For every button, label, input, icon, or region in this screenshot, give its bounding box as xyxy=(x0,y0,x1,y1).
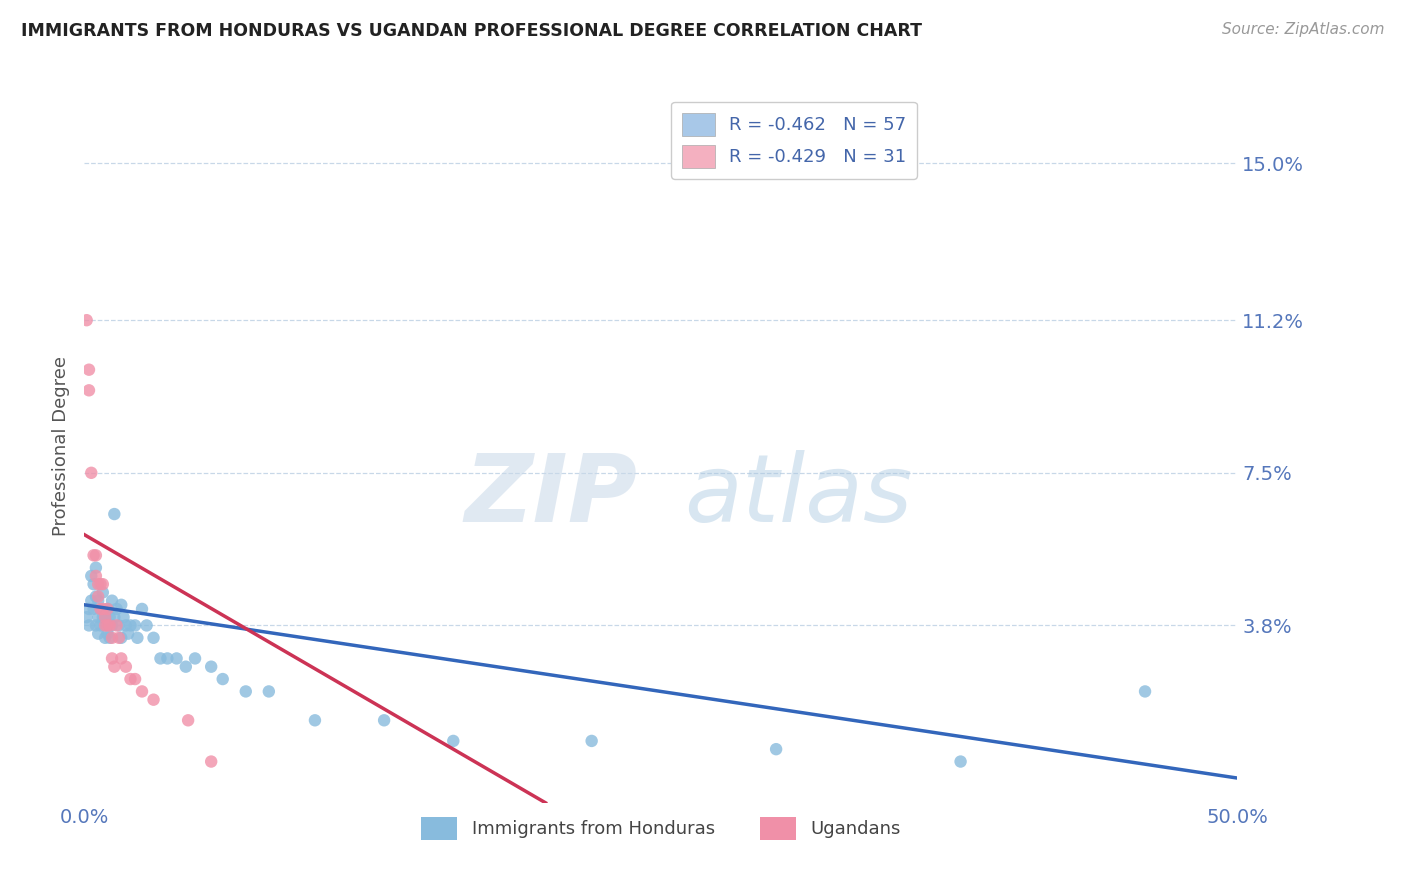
Point xyxy=(103,610,125,624)
Point xyxy=(98,618,121,632)
Text: ZIP: ZIP xyxy=(465,450,638,542)
Point xyxy=(441,734,464,748)
Text: Source: ZipAtlas.com: Source: ZipAtlas.com xyxy=(1222,22,1385,37)
Point xyxy=(101,593,124,607)
Point xyxy=(77,618,100,632)
Point xyxy=(91,602,114,616)
Point xyxy=(80,569,103,583)
Point xyxy=(84,590,107,604)
Point xyxy=(101,618,124,632)
Point xyxy=(142,692,165,706)
Point xyxy=(94,610,117,624)
Point xyxy=(96,602,118,616)
Point xyxy=(108,631,131,645)
Point xyxy=(89,577,111,591)
Point xyxy=(127,631,149,645)
Point xyxy=(96,602,118,616)
Point xyxy=(84,569,107,583)
Point xyxy=(135,618,157,632)
Point xyxy=(103,659,125,673)
Legend: Immigrants from Honduras, Ugandans: Immigrants from Honduras, Ugandans xyxy=(413,810,908,847)
Point xyxy=(304,714,326,728)
Point xyxy=(166,651,188,665)
Point xyxy=(91,585,114,599)
Point xyxy=(83,549,105,563)
Point xyxy=(120,672,142,686)
Point xyxy=(83,602,105,616)
Point xyxy=(581,734,603,748)
Point xyxy=(211,672,233,686)
Point xyxy=(949,755,972,769)
Point xyxy=(76,313,98,327)
Point xyxy=(105,602,128,616)
Point xyxy=(84,618,107,632)
Point xyxy=(115,659,138,673)
Point xyxy=(87,626,110,640)
Point xyxy=(110,631,132,645)
Point xyxy=(131,684,153,698)
Point xyxy=(101,651,124,665)
Point xyxy=(120,618,142,632)
Text: IMMIGRANTS FROM HONDURAS VS UGANDAN PROFESSIONAL DEGREE CORRELATION CHART: IMMIGRANTS FROM HONDURAS VS UGANDAN PROF… xyxy=(21,22,922,40)
Point xyxy=(108,618,131,632)
Point xyxy=(98,631,121,645)
Point xyxy=(373,714,395,728)
Point xyxy=(115,618,138,632)
Point xyxy=(84,560,107,574)
Point xyxy=(142,631,165,645)
Point xyxy=(149,651,172,665)
Point xyxy=(83,577,105,591)
Point xyxy=(200,755,222,769)
Point xyxy=(91,577,114,591)
Point xyxy=(184,651,207,665)
Point xyxy=(117,626,139,640)
Point xyxy=(131,602,153,616)
Point xyxy=(77,602,100,616)
Point xyxy=(257,684,280,698)
Point xyxy=(94,618,117,632)
Point xyxy=(105,618,128,632)
Point xyxy=(87,577,110,591)
Point xyxy=(91,610,114,624)
Point xyxy=(89,602,111,616)
Point xyxy=(77,362,100,376)
Point xyxy=(87,610,110,624)
Point xyxy=(124,672,146,686)
Point xyxy=(80,466,103,480)
Point xyxy=(101,631,124,645)
Point xyxy=(177,714,200,728)
Point xyxy=(77,384,100,398)
Point xyxy=(84,549,107,563)
Point xyxy=(765,742,787,756)
Point xyxy=(96,618,118,632)
Y-axis label: Professional Degree: Professional Degree xyxy=(52,356,70,536)
Point xyxy=(124,618,146,632)
Point xyxy=(89,602,111,616)
Point xyxy=(1133,684,1156,698)
Point xyxy=(235,684,257,698)
Point xyxy=(96,618,118,632)
Point xyxy=(200,659,222,673)
Text: atlas: atlas xyxy=(683,450,912,541)
Point xyxy=(89,618,111,632)
Point xyxy=(103,507,125,521)
Point xyxy=(94,631,117,645)
Point xyxy=(174,659,197,673)
Point xyxy=(110,598,132,612)
Point xyxy=(87,593,110,607)
Point xyxy=(80,593,103,607)
Point xyxy=(110,651,132,665)
Point xyxy=(112,610,135,624)
Point xyxy=(96,626,118,640)
Point xyxy=(98,610,121,624)
Point xyxy=(87,590,110,604)
Point xyxy=(76,610,98,624)
Point xyxy=(156,651,179,665)
Point xyxy=(94,610,117,624)
